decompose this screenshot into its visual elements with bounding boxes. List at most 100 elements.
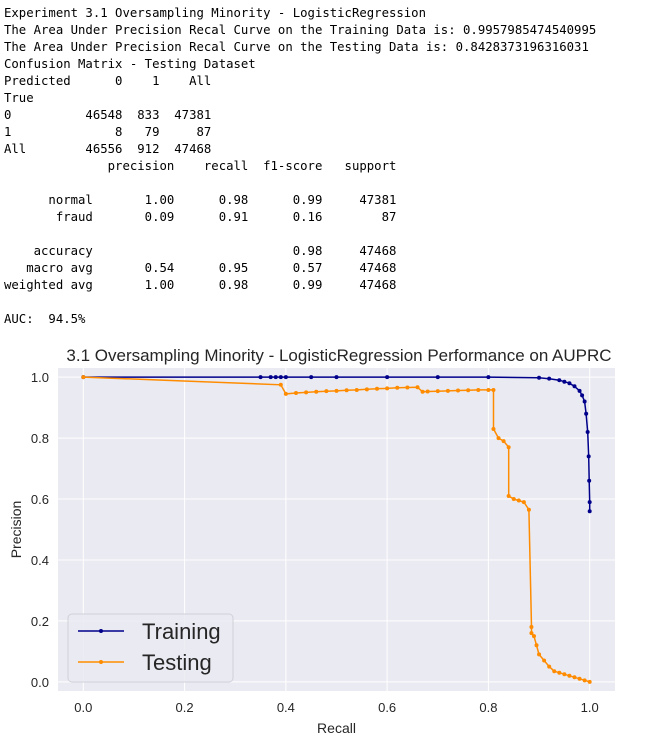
data-point xyxy=(529,625,534,630)
data-point xyxy=(81,375,86,380)
console-line: accuracy 0.98 47468 xyxy=(4,244,397,258)
data-point xyxy=(283,375,288,380)
x-tick-label: 1.0 xyxy=(581,700,599,715)
data-point xyxy=(587,478,592,483)
data-point xyxy=(491,387,496,392)
data-point xyxy=(496,436,501,441)
data-point xyxy=(585,429,590,434)
data-point xyxy=(529,631,534,636)
data-point xyxy=(511,497,516,502)
data-point xyxy=(537,652,542,657)
data-point xyxy=(552,669,557,674)
data-point xyxy=(268,375,273,380)
chart-title: 3.1 Oversampling Minority - LogisticRegr… xyxy=(66,346,611,365)
x-tick-label: 0.6 xyxy=(378,700,396,715)
data-point xyxy=(526,507,531,512)
data-point xyxy=(344,388,349,393)
data-point xyxy=(395,385,400,390)
data-point xyxy=(278,382,283,387)
data-point xyxy=(324,389,329,394)
x-axis-label: Recall xyxy=(317,720,356,736)
data-point xyxy=(314,389,319,394)
data-point xyxy=(506,493,511,498)
y-tick-label: 1.0 xyxy=(31,370,49,385)
data-point xyxy=(587,500,592,505)
data-point xyxy=(584,411,589,416)
data-point xyxy=(415,385,420,390)
x-tick-label: 0.2 xyxy=(176,700,194,715)
console-line: True xyxy=(4,91,34,105)
y-tick-label: 0.6 xyxy=(31,492,49,507)
y-axis-label: Precision xyxy=(8,501,24,559)
data-point xyxy=(587,679,592,684)
data-point xyxy=(435,389,440,394)
legend: Training Testing xyxy=(67,613,234,683)
data-point xyxy=(521,500,526,505)
data-point xyxy=(354,387,359,392)
data-point xyxy=(567,381,572,386)
data-point xyxy=(283,391,288,396)
data-point xyxy=(491,426,496,431)
data-point xyxy=(466,388,471,393)
data-point xyxy=(580,393,585,398)
console-line xyxy=(4,175,596,192)
x-tick-label: 0.0 xyxy=(74,700,92,715)
console-line: macro avg 0.54 0.95 0.57 47468 xyxy=(4,261,397,275)
data-point xyxy=(364,387,369,392)
data-point xyxy=(557,670,562,675)
console-line: 1 8 79 87 xyxy=(4,125,212,139)
series-training xyxy=(81,375,592,514)
data-point xyxy=(586,454,591,459)
data-point xyxy=(375,386,380,391)
data-point xyxy=(587,509,592,514)
data-point xyxy=(278,375,283,380)
series-testing xyxy=(81,375,592,684)
console-line: Confusion Matrix - Testing Dataset xyxy=(4,57,256,71)
data-point xyxy=(304,390,309,395)
data-point xyxy=(501,439,506,444)
data-point xyxy=(577,676,582,681)
x-tick-label: 0.4 xyxy=(277,700,295,715)
data-point xyxy=(572,675,577,680)
console-line xyxy=(4,294,596,311)
console-line xyxy=(4,226,596,243)
data-point xyxy=(456,388,461,393)
data-point xyxy=(385,375,390,380)
data-point xyxy=(405,385,410,390)
legend-label: Testing xyxy=(142,650,212,675)
data-point xyxy=(273,375,278,380)
y-tick-label: 0.4 xyxy=(31,553,49,568)
console-line: AUC: 94.5% xyxy=(4,312,86,326)
console-line: normal 1.00 0.98 0.99 47381 xyxy=(4,193,397,207)
console-line: precision recall f1-score support xyxy=(4,159,397,173)
data-point xyxy=(258,375,263,380)
data-point xyxy=(486,387,491,392)
console-output: Experiment 3.1 Oversampling Minority - L… xyxy=(4,5,596,328)
data-point xyxy=(435,375,440,380)
console-line: The Area Under Precision Recal Curve on … xyxy=(4,23,597,37)
data-point xyxy=(537,375,542,380)
data-point xyxy=(385,386,390,391)
data-point xyxy=(293,390,298,395)
data-point xyxy=(567,673,572,678)
data-point xyxy=(486,375,491,380)
data-point xyxy=(506,445,511,450)
data-point xyxy=(334,388,339,393)
y-tick-labels: 0.0 0.2 0.4 0.6 0.8 1.0 xyxy=(31,370,49,690)
data-point xyxy=(582,399,587,404)
data-point xyxy=(582,678,587,683)
series-lines xyxy=(81,375,592,684)
console-line: 0 46548 833 47381 xyxy=(4,108,212,122)
console-line: fraud 0.09 0.91 0.16 87 xyxy=(4,210,397,224)
data-point xyxy=(425,389,430,394)
x-tick-labels: 0.0 0.2 0.4 0.6 0.8 1.0 xyxy=(74,700,598,715)
x-tick-label: 0.8 xyxy=(479,700,497,715)
legend-marker xyxy=(99,660,103,664)
console-line: Predicted 0 1 All xyxy=(4,74,212,88)
data-point xyxy=(542,658,547,663)
data-point xyxy=(334,375,339,380)
data-point xyxy=(309,375,314,380)
data-point xyxy=(420,389,425,394)
data-point xyxy=(577,388,582,393)
data-point xyxy=(547,376,552,381)
